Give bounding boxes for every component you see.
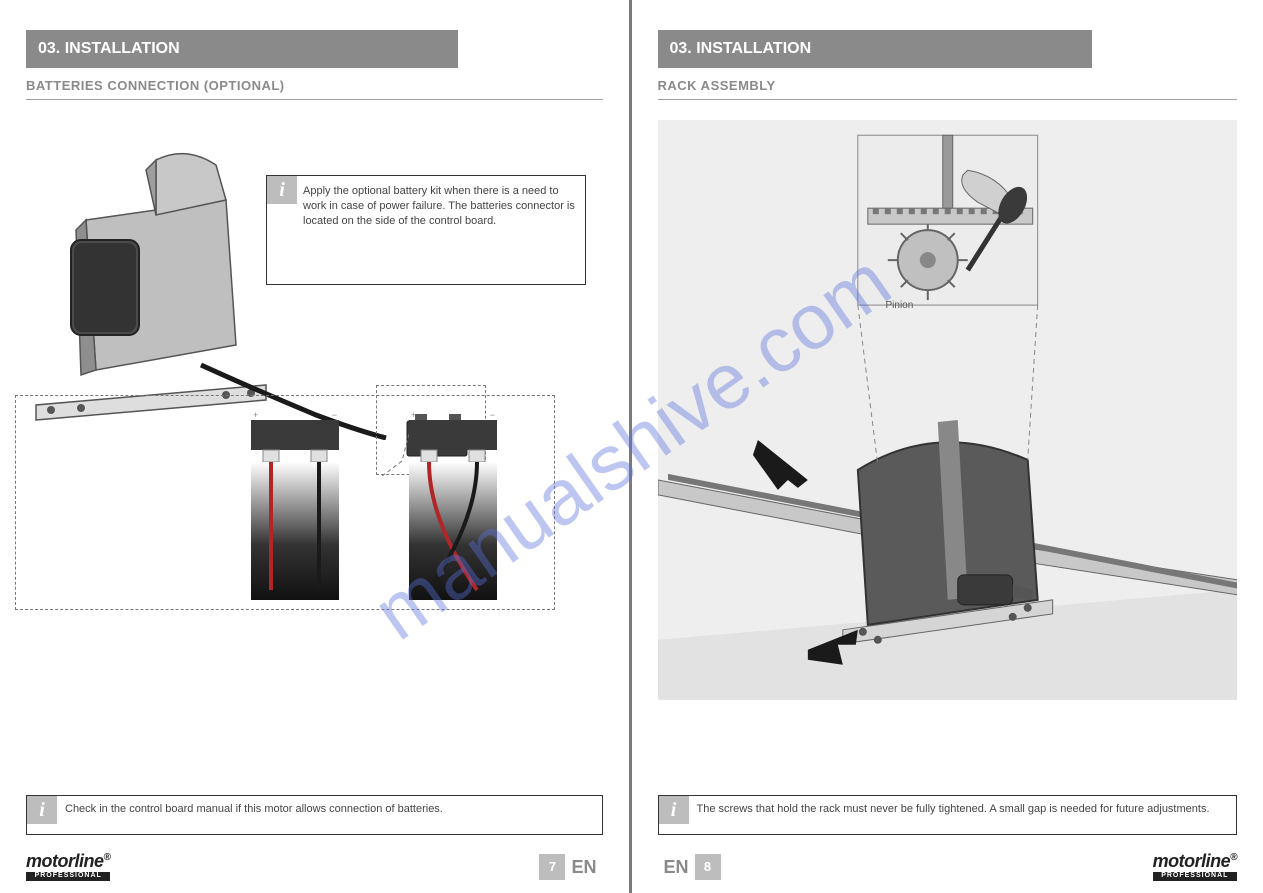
plus-icon: + — [253, 410, 258, 420]
wiring-parallel: +− — [251, 410, 339, 605]
brand-logo: motorline®PROFESSIONAL — [26, 853, 110, 881]
note-strip-right: i The screws that hold the rack must nev… — [658, 795, 1238, 835]
info-box-left: i Apply the optional battery kit when th… — [266, 175, 586, 285]
note-strip-left: i Check in the control board manual if t… — [26, 795, 603, 835]
lang-left: EN — [571, 857, 596, 878]
footer-left: motorline®PROFESSIONAL 7 EN — [26, 853, 603, 881]
info-icon: i — [27, 796, 57, 824]
page-number-left: 7 — [539, 854, 565, 880]
lang-right: EN — [664, 857, 689, 878]
wiring-series: +− — [409, 410, 497, 605]
note-text-left: Check in the control board manual if thi… — [65, 803, 443, 815]
brand-logo: motorline®PROFESSIONAL — [1153, 853, 1237, 881]
note-text-right: The screws that hold the rack must never… — [697, 803, 1210, 815]
section-subtitle-left: BATTERIES CONNECTION (OPTIONAL) — [26, 74, 603, 100]
section-title-right: 03. INSTALLATION — [658, 30, 1093, 68]
battery-detail-frame: +− +− — [15, 395, 555, 610]
info-text-left: Apply the optional battery kit when ther… — [303, 185, 575, 227]
minus-icon: − — [490, 410, 495, 420]
rack-assembly-illustration — [658, 120, 1238, 700]
section-title-left: 03. INSTALLATION — [26, 30, 458, 68]
pinion-label: Pinion — [886, 300, 914, 311]
footer-right: motorline®PROFESSIONAL 8 EN — [658, 853, 1238, 881]
section-subtitle-right: RACK ASSEMBLY — [658, 74, 1238, 100]
page-number-right: 8 — [695, 854, 721, 880]
info-icon: i — [267, 176, 297, 204]
minus-icon: − — [332, 410, 337, 420]
plus-icon: + — [411, 410, 416, 420]
info-icon: i — [659, 796, 689, 824]
